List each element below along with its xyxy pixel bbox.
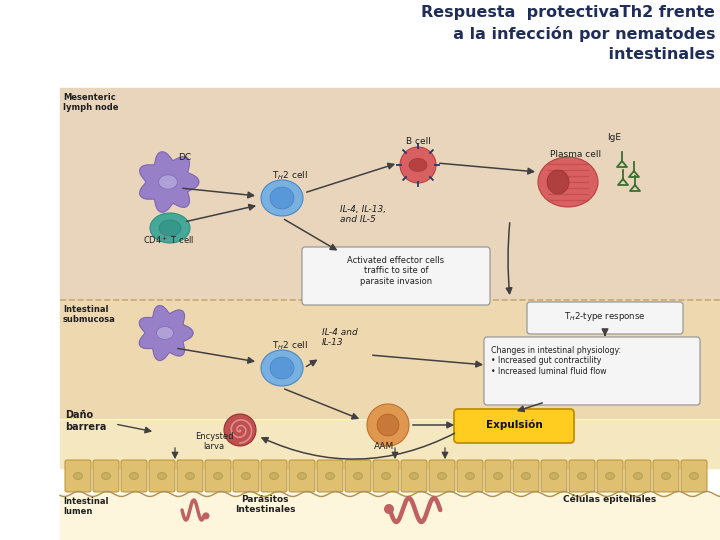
FancyBboxPatch shape	[484, 337, 700, 405]
Text: Expulsión: Expulsión	[485, 419, 542, 429]
FancyBboxPatch shape	[597, 460, 623, 492]
FancyBboxPatch shape	[205, 460, 231, 492]
Ellipse shape	[466, 472, 474, 480]
FancyBboxPatch shape	[302, 247, 490, 305]
Bar	[60, 494, 720, 540]
Text: IgE: IgE	[607, 133, 621, 142]
Ellipse shape	[538, 157, 598, 207]
Ellipse shape	[270, 187, 294, 209]
Text: IL-4, IL-13,
and IL-5: IL-4, IL-13, and IL-5	[340, 205, 386, 224]
Ellipse shape	[549, 472, 559, 480]
Text: Parásitos
Intestinales: Parásitos Intestinales	[235, 495, 295, 515]
Text: T$_{H}$2-type response: T$_{H}$2-type response	[564, 310, 646, 323]
Ellipse shape	[270, 357, 294, 379]
Text: Changes in intestinal physiology:
• Increased gut contractility
• Increased lumi: Changes in intestinal physiology: • Incr…	[491, 346, 621, 376]
Circle shape	[384, 504, 394, 514]
Circle shape	[367, 404, 409, 446]
Ellipse shape	[438, 472, 446, 480]
Ellipse shape	[297, 472, 307, 480]
FancyBboxPatch shape	[65, 460, 91, 492]
FancyBboxPatch shape	[149, 460, 175, 492]
FancyBboxPatch shape	[457, 460, 483, 492]
Bar	[60, 420, 720, 468]
FancyBboxPatch shape	[345, 460, 371, 492]
Ellipse shape	[269, 472, 279, 480]
FancyBboxPatch shape	[569, 460, 595, 492]
Text: IL-4 and
IL-13: IL-4 and IL-13	[322, 328, 358, 347]
Text: B cell: B cell	[406, 137, 431, 146]
Text: Plasma cell: Plasma cell	[550, 150, 601, 159]
Text: Respuesta  protectivaTh2 frente
  a la infección por nematodes
                 : Respuesta protectivaTh2 frente a la infe…	[421, 5, 715, 62]
FancyBboxPatch shape	[93, 460, 119, 492]
Polygon shape	[139, 306, 193, 360]
Bar	[60, 300, 720, 418]
Ellipse shape	[130, 472, 138, 480]
Ellipse shape	[410, 472, 418, 480]
Ellipse shape	[547, 170, 569, 194]
FancyBboxPatch shape	[681, 460, 707, 492]
Text: T$_{H}$2 cell: T$_{H}$2 cell	[272, 339, 308, 352]
Bar	[60, 88, 720, 300]
Ellipse shape	[409, 159, 427, 172]
FancyBboxPatch shape	[513, 460, 539, 492]
Ellipse shape	[493, 472, 503, 480]
Ellipse shape	[521, 472, 531, 480]
Text: CD4$^+$ T cell: CD4$^+$ T cell	[143, 234, 194, 246]
Ellipse shape	[241, 472, 251, 480]
Ellipse shape	[690, 472, 698, 480]
Ellipse shape	[158, 175, 177, 189]
Text: Mesenteric
lymph node: Mesenteric lymph node	[63, 93, 119, 112]
Ellipse shape	[354, 472, 362, 480]
Circle shape	[400, 147, 436, 183]
FancyBboxPatch shape	[527, 302, 683, 334]
Ellipse shape	[261, 180, 303, 216]
Ellipse shape	[102, 472, 110, 480]
Ellipse shape	[150, 213, 190, 243]
FancyBboxPatch shape	[429, 460, 455, 492]
Ellipse shape	[261, 350, 303, 386]
Circle shape	[377, 414, 399, 436]
Text: Intestinal
lumen: Intestinal lumen	[63, 497, 109, 516]
FancyBboxPatch shape	[261, 460, 287, 492]
Ellipse shape	[382, 472, 390, 480]
FancyBboxPatch shape	[373, 460, 399, 492]
Text: DC: DC	[178, 153, 191, 162]
Text: Células epiteliales: Células epiteliales	[563, 495, 657, 504]
FancyBboxPatch shape	[121, 460, 147, 492]
FancyBboxPatch shape	[485, 460, 511, 492]
Ellipse shape	[156, 327, 174, 340]
Circle shape	[202, 512, 210, 519]
Ellipse shape	[186, 472, 194, 480]
Circle shape	[224, 414, 256, 446]
Ellipse shape	[158, 472, 166, 480]
Ellipse shape	[214, 472, 222, 480]
Ellipse shape	[662, 472, 670, 480]
Text: AAM: AAM	[374, 442, 395, 451]
Ellipse shape	[634, 472, 642, 480]
FancyBboxPatch shape	[289, 460, 315, 492]
FancyBboxPatch shape	[454, 409, 574, 443]
Ellipse shape	[325, 472, 335, 480]
Text: T$_{H}$2 cell: T$_{H}$2 cell	[272, 169, 308, 181]
Ellipse shape	[73, 472, 83, 480]
FancyBboxPatch shape	[625, 460, 651, 492]
FancyBboxPatch shape	[177, 460, 203, 492]
FancyBboxPatch shape	[653, 460, 679, 492]
Ellipse shape	[606, 472, 614, 480]
Ellipse shape	[577, 472, 587, 480]
FancyBboxPatch shape	[317, 460, 343, 492]
Text: Encysted
larva: Encysted larva	[194, 431, 233, 451]
FancyBboxPatch shape	[541, 460, 567, 492]
Text: Daño
barrera: Daño barrera	[65, 410, 107, 431]
Ellipse shape	[159, 220, 181, 236]
Text: Intestinal
submucosa: Intestinal submucosa	[63, 305, 116, 325]
FancyBboxPatch shape	[401, 460, 427, 492]
Text: Activated effector cells
traffic to site of
parasite invasion: Activated effector cells traffic to site…	[348, 256, 444, 286]
Polygon shape	[140, 152, 199, 212]
FancyBboxPatch shape	[233, 460, 259, 492]
